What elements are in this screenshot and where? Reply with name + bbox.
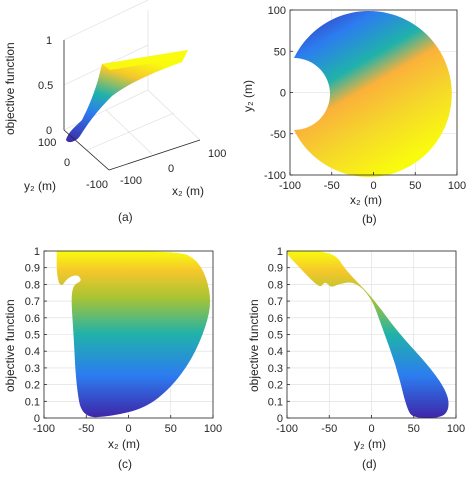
- panel-c-ticks: -100 -50 0 50 100 0 0.1 0.2 0.3 0.4 0.5 0.6 0.7 0.8 0.…: [25, 246, 222, 435]
- panel-c-ytick-label: 1: [34, 246, 40, 258]
- panel-b-xtick-label: 100: [448, 180, 466, 192]
- panel-b-xtick-label: 50: [409, 180, 421, 192]
- panel-d-xtick-label: -50: [321, 423, 337, 435]
- panel-d-ytick-label: 0.3: [268, 363, 283, 375]
- panel-a-grid-floor-mid2: [86, 112, 175, 151]
- panel-d-ytick-label: 0.2: [268, 380, 283, 392]
- panel-d-ytick-label: 0.5: [268, 330, 283, 342]
- panel-a-caption: (a): [118, 210, 133, 224]
- panel-c-area: [56, 251, 211, 418]
- panel-b: -100 -50 0 50 100 -100 -50 0 50 100 y₂ (m) x₂ (m)…: [241, 5, 466, 226]
- panel-d-ytick-label: 0.7: [268, 296, 283, 308]
- panel-b-xlabel: x₂ (m): [350, 193, 382, 207]
- panel-a-grid-floor-right: [147, 89, 201, 141]
- panel-d-area: [287, 251, 449, 418]
- panel-a-xtick-neg100: -100: [120, 175, 142, 187]
- panel-b-disk: [294, 10, 452, 177]
- panel-b-ytick-label: 100: [268, 5, 286, 17]
- panel-d-ytick-label: 0: [277, 413, 283, 425]
- panel-c-ytick-label: 0.9: [25, 263, 40, 275]
- panel-c-xtick-label: 100: [204, 423, 222, 435]
- panel-d-ytick-label: 0.1: [268, 396, 283, 408]
- panel-c-xtick-label: 50: [165, 423, 177, 435]
- panel-d-xtick-label: -100: [276, 423, 298, 435]
- panel-d-ytick-label: 0.6: [268, 313, 283, 325]
- panel-a-x-axis: [108, 139, 201, 171]
- panel-d-caption: (d): [362, 457, 377, 471]
- panel-a-ylabel: y₂ (m): [24, 179, 56, 193]
- panel-b-xtick-label: -100: [279, 180, 301, 192]
- panel-a-ztick-0.5: 0.5: [38, 80, 53, 92]
- panel-b-ylabel: y₂ (m): [241, 80, 255, 112]
- panel-c-ytick-label: 0.8: [25, 279, 40, 291]
- panel-a-grid-back-top: [63, 0, 149, 41]
- panel-d-xtick-label: 100: [447, 423, 465, 435]
- panel-c-ytick-label: 0.3: [25, 363, 40, 375]
- panel-b-ytick-label: -50: [270, 129, 286, 141]
- panel-c-caption: (c): [118, 457, 132, 471]
- panel-c: -100 -50 0 50 100 0 0.1 0.2 0.3 0.4 0.5 0.6 0.7 0.8 0.…: [3, 246, 222, 471]
- panel-d-xtick-label: 50: [408, 423, 420, 435]
- panel-d-ytick-label: 1: [277, 246, 283, 258]
- panel-c-ytick-label: 0.2: [25, 380, 40, 392]
- panel-c-ytick-label: 0.1: [25, 396, 40, 408]
- panel-d-xtick-label: 0: [368, 423, 374, 435]
- panel-a-xlabel: x₂ (m): [172, 184, 204, 198]
- panel-d-ytick-label: 0.4: [268, 346, 283, 358]
- panel-c-xtick-label: -100: [33, 423, 55, 435]
- panel-c-ytick-label: 0: [34, 413, 40, 425]
- panel-c-ytick-label: 0.7: [25, 296, 40, 308]
- panel-c-xlabel: x₂ (m): [108, 437, 140, 451]
- panel-d-ytick-label: 0.8: [268, 279, 283, 291]
- panel-a-ztick-1: 1: [46, 35, 52, 47]
- panel-a-ytick-100: 100: [38, 137, 56, 149]
- panel-a: 1 0.5 0 100 0 -100 -100 0 100 objective …: [3, 0, 226, 224]
- panel-c-ytick-label: 0.5: [25, 330, 40, 342]
- panel-c-xtick-label: -50: [78, 423, 94, 435]
- panel-b-caption: (b): [362, 212, 377, 226]
- panel-b-ticks: -100 -50 0 50 100 -100 -50 0 50 100: [264, 5, 466, 192]
- panel-a-ytick-neg100: -100: [86, 179, 108, 191]
- panel-d-xlabel: y₂ (m): [354, 437, 386, 451]
- panel-d-ytick-label: 0.9: [268, 263, 283, 275]
- panel-a-ytick-0: 0: [64, 157, 70, 169]
- panel-c-xtick-label: 0: [125, 423, 131, 435]
- panel-d: -100 -50 0 50 100 0 0.1 0.2 0.3 0.4 0.5 0.6 0.7 0.8 0.…: [247, 246, 465, 471]
- panel-a-zlabel: objective function: [3, 42, 17, 135]
- panel-a-surface-top: [102, 50, 188, 70]
- panel-d-ylabel: objective function: [247, 299, 261, 392]
- panel-d-ticks: -100 -50 0 50 100 0 0.1 0.2 0.3 0.4 0.5 0.6 0.7 0.8 0.…: [268, 246, 465, 435]
- panel-a-xtick-100: 100: [208, 148, 226, 160]
- panel-a-xtick-0: 0: [168, 163, 174, 175]
- panel-a-ztick-0: 0: [46, 125, 52, 137]
- panel-c-ylabel: objective function: [3, 299, 17, 392]
- panel-a-y-axis: [63, 129, 110, 171]
- panel-c-ytick-label: 0.4: [25, 346, 40, 358]
- panel-c-ytick-label: 0.6: [25, 313, 40, 325]
- panel-b-xtick-label: -50: [324, 180, 340, 192]
- panel-b-ytick-label: 0: [280, 88, 286, 100]
- panel-b-ytick-label: -100: [264, 170, 286, 182]
- panel-b-xtick-label: 0: [370, 180, 376, 192]
- panel-b-ytick-label: 50: [274, 46, 286, 58]
